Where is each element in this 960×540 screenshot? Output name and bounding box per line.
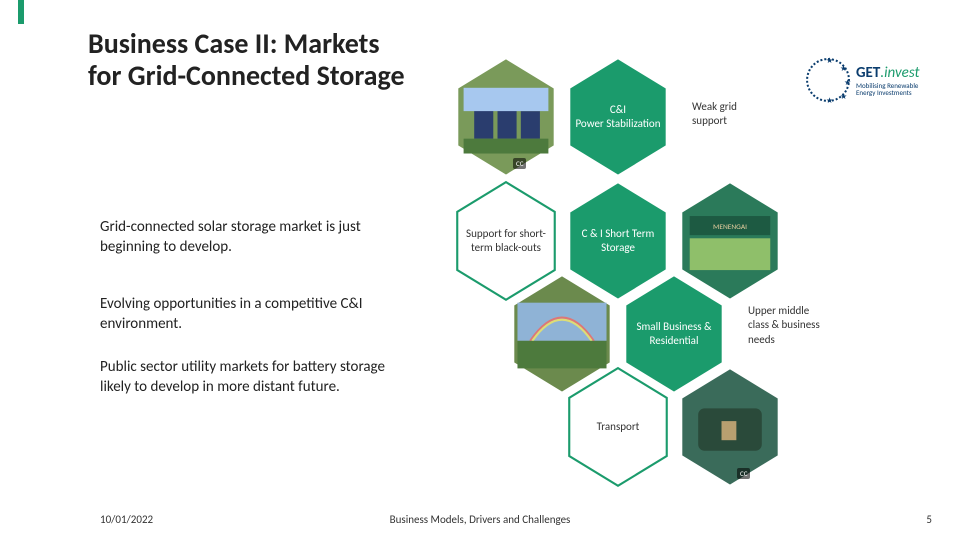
hex-image-solar: CC xyxy=(453,56,559,178)
svg-text:MENENGAI: MENENGAI xyxy=(713,222,747,231)
bullet-3: Public sector utility markets for batter… xyxy=(100,358,400,397)
brand-logo: ★ ★ ★ ★ ★ GET.invest Mobilising Renewabl… xyxy=(806,58,936,102)
hex-label-power-stabilization: C&IPower Stabilization xyxy=(565,56,671,178)
page-number: 5 xyxy=(926,513,932,526)
bullet-2: Evolving opportunities in a competitive … xyxy=(100,295,400,334)
eu-stars-ring-icon: ★ ★ ★ ★ ★ xyxy=(806,58,850,102)
slide-title: Business Case II: Markets for Grid-Conne… xyxy=(88,28,408,92)
footer-title: Business Models, Drivers and Challenges xyxy=(0,513,960,526)
hex-transport: Transport xyxy=(565,366,671,488)
hex-label-transport: Transport xyxy=(565,366,671,488)
brand-name: GET.invest xyxy=(856,64,936,82)
accent-bar xyxy=(18,0,24,24)
hex-image-ev: CC xyxy=(677,366,783,488)
brand-tagline: Mobilising Renewable Energy Investments xyxy=(856,82,936,97)
note-upper-middle: Upper middle class & business needs xyxy=(748,304,830,347)
cc-badge-icon: CC xyxy=(513,158,526,169)
cc-badge-icon: CC xyxy=(737,468,750,479)
bullet-1: Grid-connected solar storage market is j… xyxy=(100,218,400,257)
hex-power-stabilization: C&IPower Stabilization xyxy=(565,56,671,178)
note-weak-grid: Weak grid support xyxy=(692,100,774,129)
